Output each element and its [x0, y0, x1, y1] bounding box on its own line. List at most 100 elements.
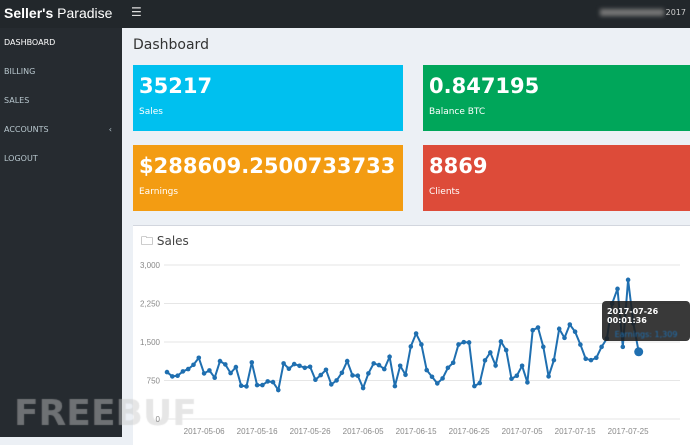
data-point: [201, 371, 207, 376]
x-tick-label: 2017-06-05: [343, 427, 384, 436]
y-tick-label: 1,500: [140, 338, 161, 347]
user-menu[interactable]: 2017: [599, 8, 686, 17]
balance-card: 0.847195 Balance BTC: [423, 65, 690, 131]
data-point: [397, 363, 403, 369]
sales-box-title: 🗀 Sales: [141, 232, 189, 253]
card-value: 0.847195: [429, 74, 540, 98]
data-point: [270, 379, 276, 385]
data-point: [562, 335, 567, 341]
data-point: [461, 339, 467, 345]
data-point: [185, 366, 191, 372]
label: ACCOUNTS: [4, 125, 49, 134]
data-point: [572, 329, 578, 335]
data-point: [366, 371, 371, 376]
x-tick-label: 2017-05-06: [184, 427, 225, 436]
data-point: [329, 382, 334, 387]
data-point: [408, 344, 414, 349]
data-point: [238, 383, 244, 389]
sidebar-item-sales[interactable]: SALES: [0, 86, 122, 115]
data-point: [291, 361, 297, 367]
data-point: [519, 363, 525, 369]
data-point: [535, 325, 541, 330]
data-point: [191, 362, 196, 368]
card-value: $288609.2500733733: [139, 154, 396, 178]
data-point: [424, 367, 430, 373]
data-point: [620, 344, 626, 350]
data-point: [466, 340, 472, 345]
brand-light: Paradise: [57, 5, 113, 21]
box-title-text: Sales: [156, 234, 189, 248]
data-point: [276, 387, 281, 393]
data-point: [249, 360, 255, 365]
card-value: 8869: [429, 154, 488, 178]
sales-chart-box: 🗀 Sales: [133, 225, 690, 445]
data-point: [302, 365, 308, 371]
data-point: [344, 358, 350, 364]
data-point: [450, 360, 456, 366]
label: BILLING: [4, 67, 36, 76]
data-point: [509, 376, 514, 382]
data-point: [339, 370, 345, 376]
data-point: [583, 356, 588, 362]
chart-tooltip: 2017-07-26 00:01:36 Earnings: 1,309: [602, 301, 690, 341]
earnings-card: $288609.2500733733 Earnings: [133, 145, 403, 211]
data-point: [503, 347, 509, 353]
data-point: [413, 331, 419, 336]
sidebar-item-accounts[interactable]: ACCOUNTS ‹: [0, 115, 122, 144]
data-point: [588, 357, 594, 363]
data-point: [634, 347, 644, 357]
data-point: [228, 370, 233, 376]
data-point: [578, 342, 583, 347]
data-point: [207, 368, 212, 373]
data-point: [360, 385, 366, 391]
data-point: [318, 372, 324, 378]
tooltip-value: Earnings: 1,309: [614, 330, 678, 339]
data-point: [244, 384, 249, 389]
data-point: [233, 364, 239, 370]
card-label: Clients: [429, 187, 460, 197]
data-point: [371, 361, 377, 366]
data-point: [334, 378, 339, 383]
sidebar-item-billing[interactable]: BILLING: [0, 57, 122, 86]
data-point: [180, 369, 186, 374]
data-point: [556, 326, 562, 332]
y-tick-label: 750: [147, 377, 161, 386]
hamburger-icon[interactable]: ☰: [131, 5, 142, 19]
x-tick-label: 2017-06-15: [396, 427, 437, 436]
x-tick-label: 2017-07-05: [502, 427, 543, 436]
data-point: [297, 363, 302, 369]
user-suffix: 2017: [665, 8, 686, 17]
brand-logo[interactable]: Seller's Paradise: [4, 5, 112, 21]
data-point: [212, 375, 217, 381]
series-line: [166, 279, 640, 393]
sidebar-item-dashboard[interactable]: DASHBOARD: [0, 28, 122, 57]
top-header: Seller's Paradise ☰ 2017: [0, 0, 690, 28]
data-point: [387, 354, 392, 360]
data-point: [599, 344, 604, 350]
data-point: [217, 358, 223, 364]
blurred-username: [599, 9, 664, 16]
data-point: [498, 339, 504, 344]
data-point: [254, 382, 260, 388]
chevron-left-icon: ‹: [108, 125, 112, 134]
data-point: [170, 374, 175, 379]
x-tick-label: 2017-05-26: [290, 427, 331, 436]
data-point: [477, 380, 483, 386]
x-tick-label: 2017-07-15: [555, 427, 596, 436]
data-point: [175, 373, 180, 379]
data-point: [323, 367, 329, 373]
data-point: [488, 350, 493, 355]
y-tick-label: 2,250: [140, 300, 161, 309]
data-point: [435, 381, 440, 386]
label: DASHBOARD: [4, 38, 56, 47]
x-tick-label: 2017-05-16: [237, 427, 278, 436]
data-point: [392, 383, 398, 389]
data-point: [541, 344, 546, 350]
label: SALES: [4, 96, 30, 105]
data-point: [594, 355, 599, 361]
y-tick-label: 0: [156, 415, 161, 424]
sidebar-item-logout[interactable]: LOGOUT: [0, 144, 122, 173]
data-point: [260, 382, 265, 388]
data-point: [530, 327, 535, 333]
